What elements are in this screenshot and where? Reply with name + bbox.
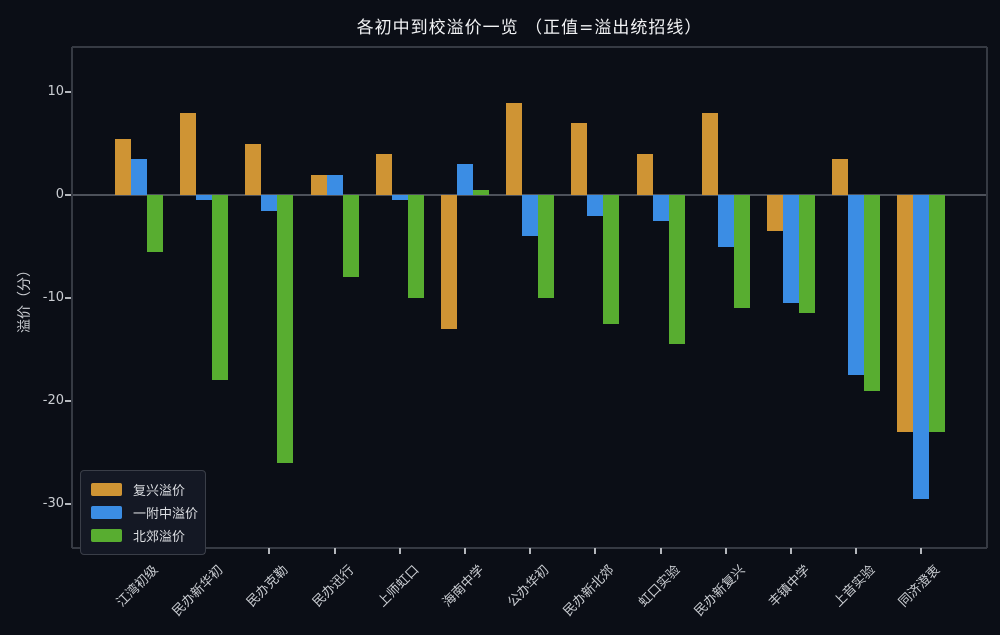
- y-tick: [65, 91, 71, 94]
- x-tick-label-民办新复兴: 民办新复兴: [691, 562, 749, 620]
- x-tick-label-民办克勒: 民办克勒: [244, 562, 292, 611]
- x-tick-label-海南中学: 海南中学: [440, 562, 488, 611]
- legend-swatch: [91, 506, 122, 519]
- y-tick-label: -10: [42, 290, 64, 305]
- x-tick: [594, 548, 597, 554]
- x-tick: [529, 548, 532, 554]
- bar-北郊溢价-民办新复兴: [733, 195, 750, 309]
- bar-北郊溢价-虹口实验: [668, 195, 685, 345]
- y-tick: [65, 194, 71, 197]
- legend-swatch: [91, 529, 122, 542]
- y-axis-spine: [71, 47, 73, 548]
- x-tick: [724, 548, 727, 554]
- x-tick: [268, 548, 271, 554]
- right-spine: [986, 47, 988, 548]
- x-tick: [398, 548, 401, 554]
- chart-title: 各初中到校溢价一览 （正值=溢出统招线）: [356, 18, 703, 38]
- bar-一附中溢价-民办新华初: [196, 195, 213, 201]
- bar-北郊溢价-丰镇中学: [799, 195, 815, 314]
- y-tick: [65, 502, 71, 505]
- x-tick-label-上音实验: 上音实验: [831, 562, 879, 611]
- x-tick: [464, 548, 466, 554]
- bar-复兴溢价-丰镇中学: [767, 195, 783, 232]
- bar-复兴溢价-同济澄衷: [897, 195, 914, 432]
- bar-复兴溢价-江湾初级: [115, 138, 131, 196]
- bar-复兴溢价-民办新华初: [180, 112, 197, 196]
- bar-一附中溢价-民办新复兴: [717, 195, 734, 247]
- bar-复兴溢价-上音实验: [832, 159, 849, 196]
- bar-复兴溢价-民办新北郊: [571, 123, 588, 196]
- bar-复兴溢价-民办克勒: [245, 143, 262, 196]
- x-tick: [659, 548, 662, 554]
- x-tick-label-上师虹口: 上师虹口: [374, 562, 423, 611]
- legend-item: 复兴溢价: [91, 478, 195, 501]
- legend-label: 北郊溢价: [133, 530, 186, 545]
- y-tick-label: -30: [42, 495, 64, 511]
- bar-北郊溢价-同济澄衷: [929, 195, 946, 432]
- x-tick-label-民办迅行: 民办迅行: [309, 562, 358, 611]
- x-tick: [855, 548, 858, 554]
- bar-复兴溢价-上师虹口: [375, 153, 392, 196]
- bar-一附中溢价-上音实验: [848, 195, 865, 376]
- bar-北郊溢价-上音实验: [864, 195, 881, 391]
- bar-复兴溢价-海南中学: [441, 195, 457, 329]
- bar-一附中溢价-江湾初级: [131, 159, 147, 196]
- bar-复兴溢价-民办迅行: [310, 174, 327, 196]
- x-tick: [790, 548, 792, 554]
- x-tick-label-丰镇中学: 丰镇中学: [766, 562, 814, 611]
- y-tick-label: -20: [42, 392, 64, 408]
- y-tick-label: 10: [47, 84, 64, 100]
- y-tick-label: 0: [55, 187, 64, 203]
- bar-北郊溢价-民办迅行: [342, 195, 359, 278]
- y-tick: [65, 399, 71, 402]
- top-spine: [72, 46, 987, 48]
- legend-item: 一附中溢价: [91, 501, 199, 524]
- x-tick: [920, 548, 923, 554]
- bar-一附中溢价-虹口实验: [652, 195, 669, 221]
- x-tick-label-公办华初: 公办华初: [505, 562, 553, 611]
- legend: 复兴溢价一附中溢价北郊溢价: [80, 470, 206, 555]
- bar-北郊溢价-民办新华初: [212, 195, 229, 381]
- bar-北郊溢价-公办华初: [538, 195, 555, 298]
- bar-复兴溢价-公办华初: [506, 102, 523, 196]
- bar-北郊溢价-江湾初级: [147, 195, 163, 252]
- bar-一附中溢价-海南中学: [457, 164, 473, 196]
- bar-一附中溢价-同济澄衷: [913, 195, 930, 499]
- bar-北郊溢价-民办克勒: [277, 195, 294, 463]
- bar-一附中溢价-民办新北郊: [587, 195, 604, 216]
- bar-北郊溢价-民办新北郊: [603, 195, 620, 324]
- x-tick-label-民办新华初: 民办新华初: [170, 562, 227, 620]
- bar-一附中溢价-上师虹口: [391, 195, 408, 201]
- bar-复兴溢价-虹口实验: [636, 153, 653, 196]
- x-tick: [333, 548, 336, 554]
- bar-一附中溢价-公办华初: [522, 195, 539, 237]
- x-tick-label-虹口实验: 虹口实验: [635, 562, 684, 611]
- x-tick-label-江湾初级: 江湾初级: [114, 562, 162, 611]
- x-tick-label-民办新北郊: 民办新北郊: [561, 562, 618, 620]
- legend-label: 复兴溢价: [133, 484, 186, 499]
- bar-一附中溢价-丰镇中学: [783, 195, 799, 304]
- bar-复兴溢价-民办新复兴: [701, 112, 718, 196]
- legend-item: 北郊溢价: [91, 524, 195, 547]
- legend-swatch: [91, 483, 122, 496]
- bar-一附中溢价-民办迅行: [326, 174, 343, 196]
- x-tick-label-同济澄衷: 同济澄衷: [896, 562, 944, 611]
- bar-一附中溢价-民办克勒: [261, 195, 278, 211]
- bar-北郊溢价-海南中学: [473, 189, 489, 196]
- bar-北郊溢价-上师虹口: [407, 195, 424, 298]
- y-tick: [65, 297, 71, 299]
- legend-label: 一附中溢价: [133, 507, 199, 522]
